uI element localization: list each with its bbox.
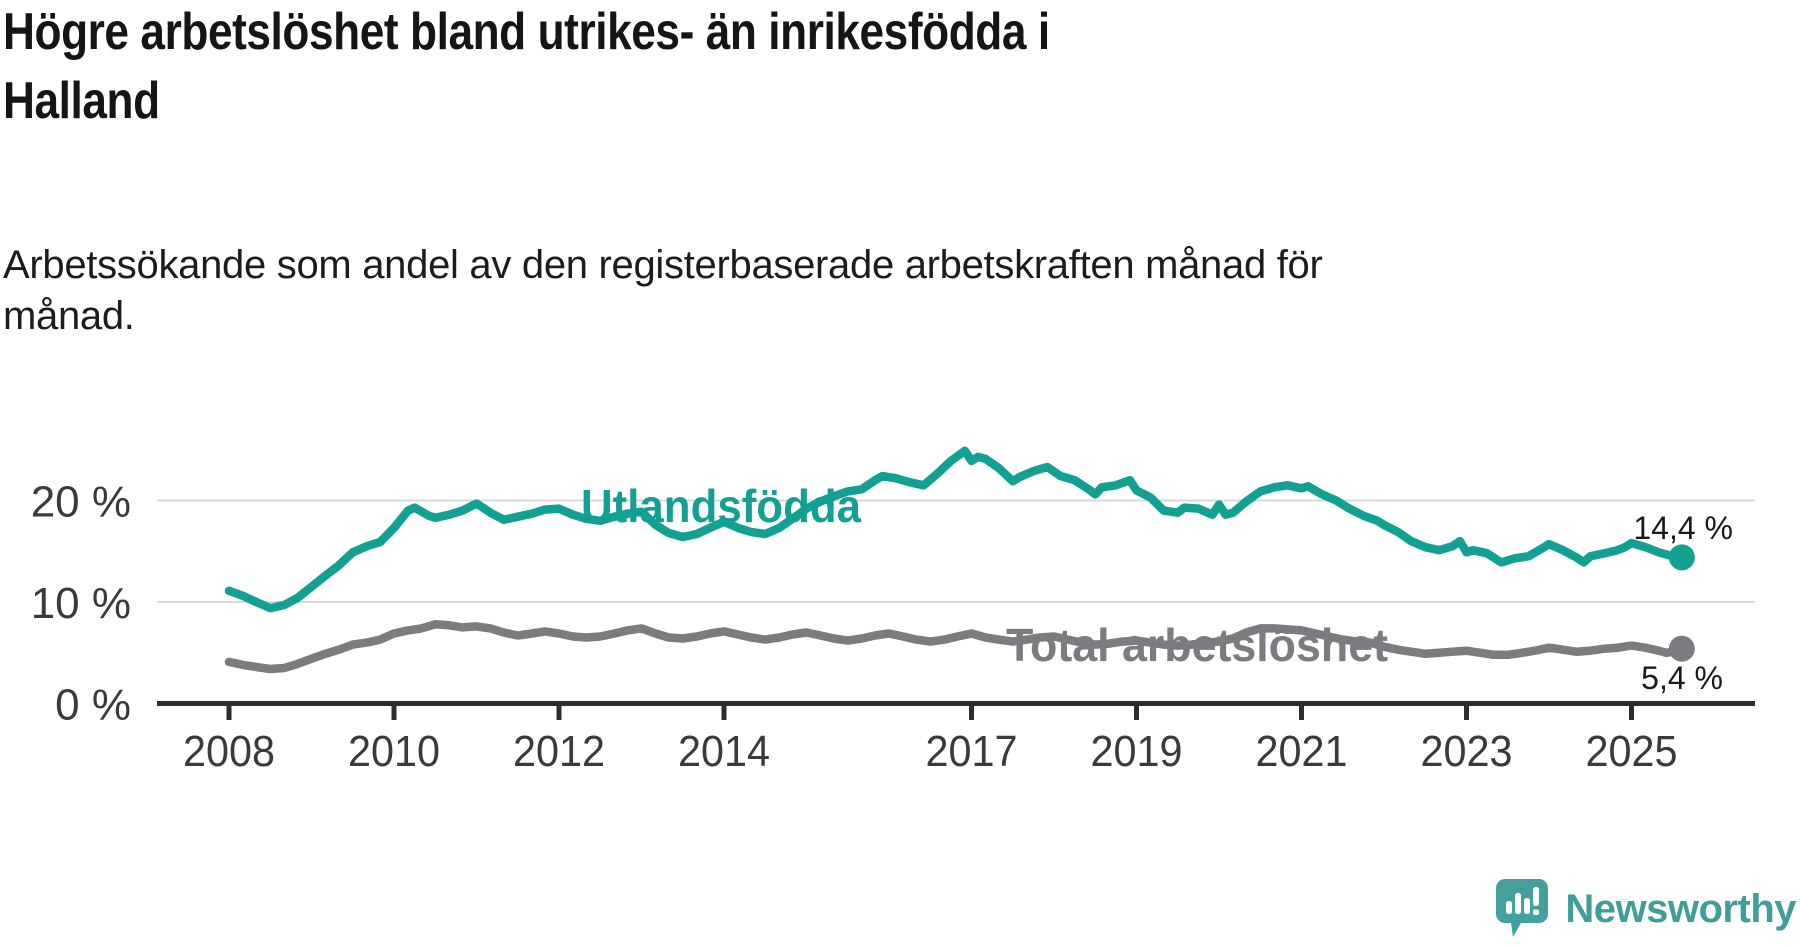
series-line-total-arbetsloshet	[224, 620, 1687, 674]
newsworthy-logo-text: Newsworthy	[1565, 886, 1796, 931]
x-tick-label-2012: 2012	[513, 727, 605, 776]
chart-subtitle-line-2: månad.	[3, 294, 135, 339]
y-tick-label-10: 10 %	[31, 579, 131, 628]
series-label-total-arbetsloshet: Total arbetslöshet	[1006, 619, 1388, 671]
chart-subtitle: Arbetssökande som andel av den registerb…	[3, 240, 1323, 342]
x-tick-label-2025: 2025	[1586, 727, 1678, 776]
x-tick-label-2008: 2008	[183, 727, 275, 776]
x-tick-label-2017: 2017	[926, 727, 1018, 776]
x-tick-label-2019: 2019	[1091, 727, 1183, 776]
series-end-dot-utlandsfodda	[1668, 544, 1695, 571]
page-title-line-2: Halland	[3, 72, 160, 131]
series-end-dot-total-arbetsloshet	[1668, 635, 1695, 662]
x-tick-label-2010: 2010	[348, 727, 440, 776]
y-tick-label-0: 0 %	[55, 681, 131, 730]
series-label-utlandsfodda: Utlandsfödda	[581, 480, 861, 532]
x-tick-label-2023: 2023	[1421, 727, 1513, 776]
branding: Newsworthy	[1495, 878, 1796, 940]
y-tick-label-20: 20 %	[31, 478, 131, 527]
page-title-line-1: Högre arbetslöshet bland utrikes- än inr…	[3, 3, 1050, 61]
x-tick-label-2021: 2021	[1256, 727, 1348, 776]
series-line-utlandsfodda	[224, 446, 1687, 613]
chart-subtitle-line-1: Arbetssökande som andel av den registerb…	[3, 243, 1323, 287]
newsworthy-logo-icon	[1496, 879, 1549, 937]
page-title: Högre arbetslöshet bland utrikes- än inr…	[3, 0, 1050, 136]
x-tick-label-2014: 2014	[678, 727, 770, 776]
series-end-value-total-arbetsloshet: 5,4 %	[1641, 660, 1723, 696]
series-end-value-utlandsfodda: 14,4 %	[1633, 510, 1733, 546]
